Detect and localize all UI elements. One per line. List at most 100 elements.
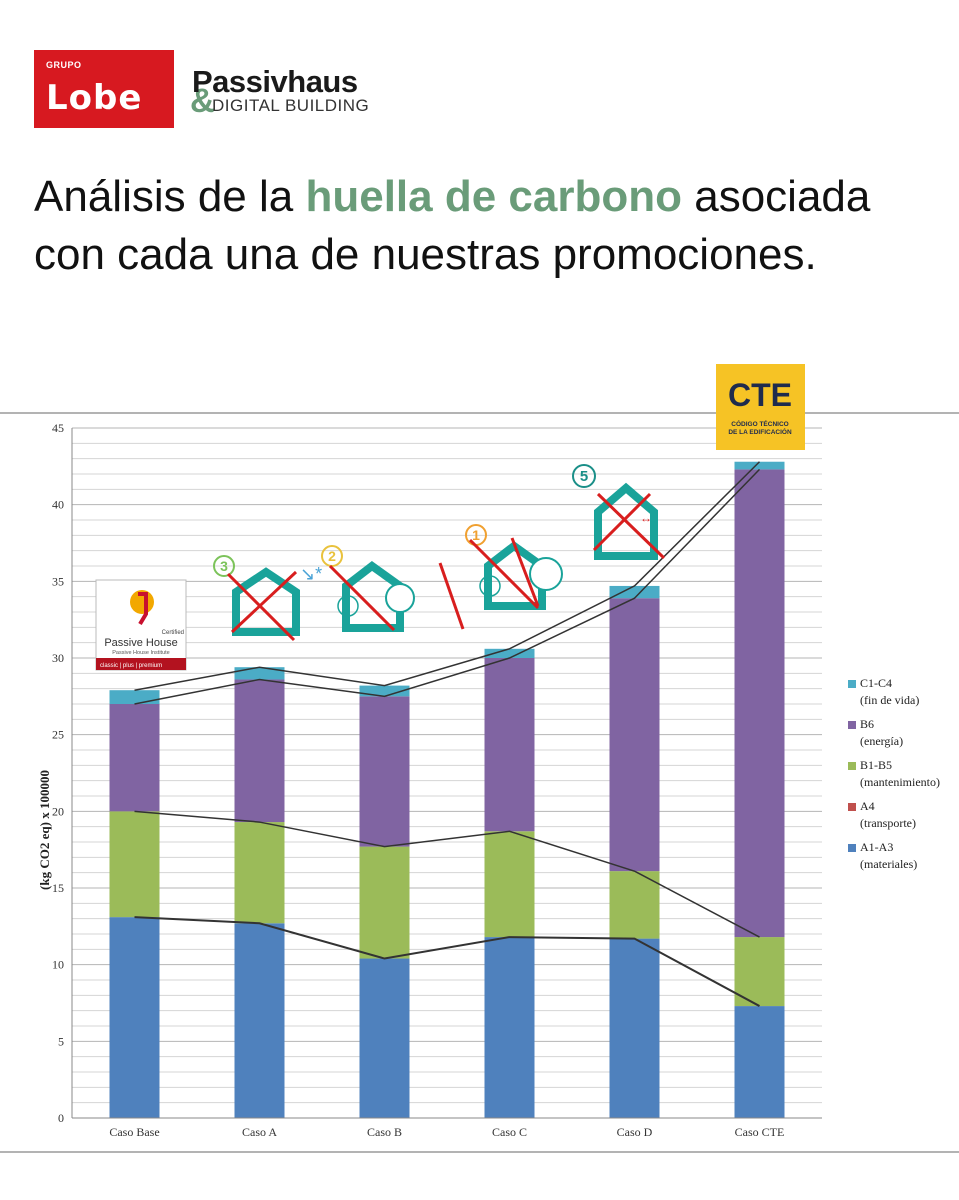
annotation-number: 5 [580,468,588,485]
annotation-circle [572,464,596,488]
separator-slash [438,562,465,630]
lobe-logo-name: Lobe [46,78,143,118]
trend-line-energy [134,468,761,705]
legend-label: B1-B5 [860,758,892,772]
annotation-circle [213,555,235,577]
house-illustration-3: 3 ↘* [213,555,322,642]
cross-icon [468,538,540,610]
bar-segment [359,958,410,1118]
y-tick-label: 5 [58,1034,64,1048]
trend-line-maintenance [134,810,760,938]
cte-line2: DE LA EDIFICACIÓN [728,427,792,436]
cte-line1: CÓDIGO TÉCNICO [731,419,788,428]
y-axis-title: (kg CO2 eq) x 100000 [37,770,52,890]
lobe-logo[interactable]: GRUPO Lobe [34,50,174,128]
cross-icon [230,570,298,634]
passive-house-badge: Certified Passive House Passive House In… [95,579,187,671]
bar-segment [109,917,160,1118]
snowflake-icon: ↘* [300,564,322,584]
passive-house-name: Passive House [104,637,177,649]
bar-segment [484,658,535,832]
passivhaus-logo-subtitle: DIGITAL BUILDING [212,96,370,115]
cte-badge: CTE CÓDIGO TÉCNICO DE LA EDIFICACIÓN [716,364,805,450]
x-tick-label: Caso CTE [735,1125,785,1139]
legend-desc: (mantenimiento) [860,775,940,789]
bar-segment [609,585,660,599]
house-icon [484,541,546,610]
legend-desc: (materiales) [860,857,917,871]
passive-house-institute: Passive House Institute [112,650,169,656]
cross-icon [596,492,666,560]
bar-segment [609,938,660,1118]
trend-line-total [134,461,761,691]
legend-swatch [848,680,856,688]
cross-icon [510,537,540,607]
passive-house-classes: classic | plus | premium [100,663,162,669]
headline-prefix: Análisis de la [34,172,306,221]
bar-segment [234,923,285,1118]
bar-segment [359,696,410,847]
y-tick-label: 20 [52,804,64,818]
legend-desc: (transporte) [860,816,916,830]
legend-label: C1-C4 [860,676,892,690]
legend-swatch [848,803,856,811]
legend-desc: (fin de vida) [860,693,919,707]
x-tick-label: Caso B [367,1125,402,1139]
x-tick-label: Caso D [617,1125,653,1139]
house-icon [594,482,658,560]
annotation-number: 3 [220,558,228,574]
bar-segment [359,846,410,959]
annotation-number: 2 [328,548,336,564]
bar-segment [734,469,785,938]
y-tick-label: 30 [52,651,64,665]
detail-circle-icon [479,575,501,597]
legend-desc: (energía) [860,734,903,748]
y-tick-label: 45 [52,421,64,435]
window-icon [385,583,415,613]
bar-segment [109,690,160,704]
legend-swatch [848,844,856,852]
bar-segment [734,937,785,1007]
legend-swatch [848,762,856,770]
cross-icon [328,564,396,632]
house-illustration-2: 2 [321,545,415,632]
cross-icon [592,492,652,552]
headline-suffix: asociada con cada una de nuestras promoc… [34,172,871,279]
legend-label: A1-A3 [860,840,893,854]
cte-title: CTE [728,377,792,413]
x-tick-label: Caso A [242,1125,277,1139]
x-tick-label: Caso Base [109,1125,159,1139]
passive-house-certified: Certified [162,630,184,636]
legend-label: B6 [860,717,874,731]
lobe-logo-top: GRUPO [46,60,82,70]
house-illustration-5: 5 ↔ [572,464,666,560]
bar-segment [609,598,660,872]
bar-segment [109,811,160,918]
legend-label: A4 [860,799,875,813]
bar-segment [234,667,285,680]
passivhaus-logo-title: Passivhaus [192,64,358,99]
bar-segment [359,685,410,697]
y-tick-label: 15 [52,881,64,895]
y-tick-label: 10 [52,958,64,972]
house-illustration-1: 1 [465,524,563,610]
bar-segment [734,1006,785,1118]
y-tick-label: 40 [52,498,64,512]
bar-segment [609,871,660,939]
bar-segment [734,461,785,470]
insulation-icon [529,557,563,591]
bar-segment [109,704,160,812]
x-tick-label: Caso C [492,1125,527,1139]
ventilation-arrow-icon: ↔ [640,511,652,525]
y-tick-label: 0 [58,1111,64,1125]
headline-highlight: huella de carbono [305,172,682,221]
passivhaus-logo[interactable]: & Passivhaus DIGITAL BUILDING [190,62,420,122]
bar-segment [234,822,285,924]
y-tick-label: 25 [52,728,64,742]
bar-segment [484,831,535,938]
trend-line-materials [134,916,760,1007]
page-headline: Análisis de la huella de carbono asociad… [34,168,934,284]
annotation-number: 1 [472,527,480,543]
header: GRUPO Lobe & Passivhaus DIGITAL BUILDING… [0,0,959,360]
